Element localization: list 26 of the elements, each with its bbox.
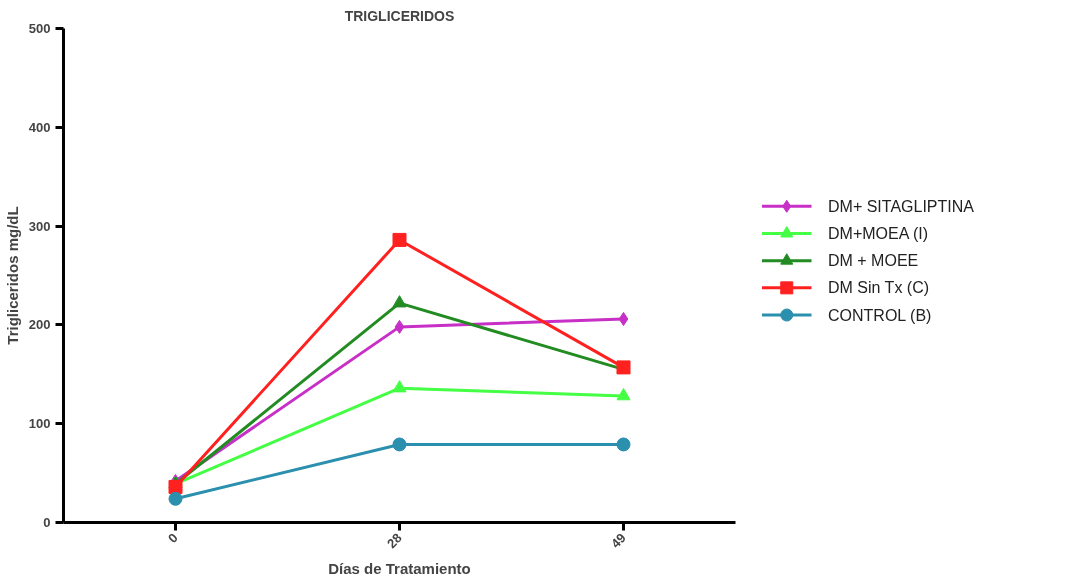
y-tick-label: 400 — [28, 119, 51, 135]
point — [616, 388, 631, 401]
legend-label: CONTROL (B) — [828, 306, 932, 324]
y-tick-label: 500 — [28, 21, 51, 36]
point — [168, 479, 183, 494]
x-tick-label: 49 — [607, 530, 629, 552]
legend-label: DM+MOEA (I) — [828, 225, 929, 243]
x-tick-label: 28 — [383, 530, 405, 552]
point — [392, 380, 407, 393]
point — [168, 491, 183, 506]
y-tick-label: 100 — [28, 416, 51, 432]
legend-label: DM+ SITAGLIPTINA — [828, 197, 975, 215]
x-tick-label: 0 — [165, 530, 181, 546]
y-tick-label: 0 — [43, 515, 51, 530]
point — [394, 319, 405, 334]
y-tick-label: 300 — [28, 218, 51, 234]
legend-label: DM Sin Tx (C) — [828, 279, 930, 297]
legend-label: DM + MOEE — [828, 252, 919, 270]
point — [392, 437, 407, 452]
point — [618, 311, 629, 326]
point — [392, 232, 407, 247]
x-axis-title: Días de Tratamiento — [328, 560, 471, 578]
point — [616, 437, 631, 452]
y-axis-title: Trigliceridos mg/dL — [3, 206, 21, 345]
chart-title: TRIGLICERIDOS — [344, 7, 455, 24]
y-tick-label: 200 — [28, 317, 51, 333]
